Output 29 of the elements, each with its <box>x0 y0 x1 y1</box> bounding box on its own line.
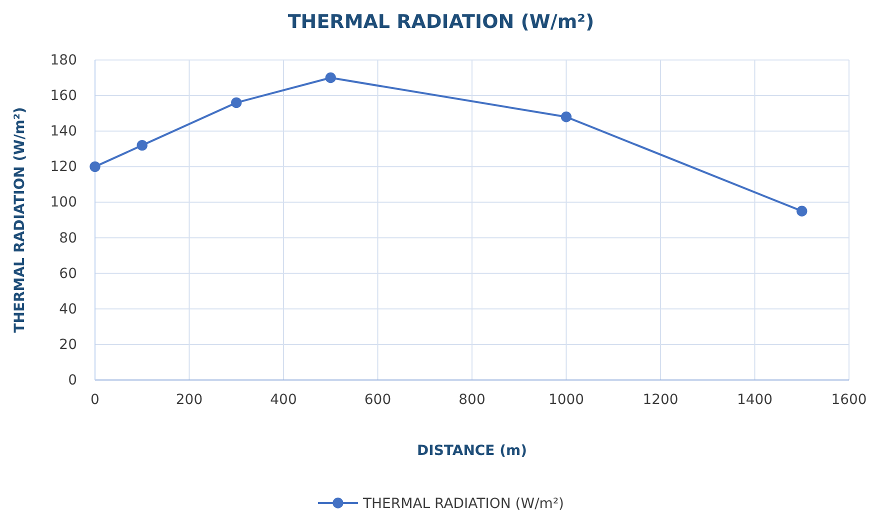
x-axis-title: DISTANCE (m) <box>416 443 528 459</box>
point <box>90 161 100 172</box>
y-tick-label: 180 <box>50 52 77 68</box>
x-tick-label: 200 <box>176 392 203 408</box>
y-tick-label: 60 <box>59 266 77 282</box>
y-tick-label: 140 <box>50 124 77 140</box>
point <box>136 140 148 151</box>
x-tick-label: 1400 <box>736 392 773 408</box>
x-tick-label: 600 <box>364 392 392 408</box>
x-tick-label: 400 <box>270 392 297 408</box>
x-tick-label: 0 <box>90 392 100 408</box>
x-tick-label: 1600 <box>831 392 867 408</box>
x-tick-label: 1000 <box>548 392 584 408</box>
y-tick-label: 120 <box>50 159 77 176</box>
y-tick-label: 100 <box>50 194 77 211</box>
x-tick-label: 800 <box>458 392 486 408</box>
legend-label: THERMAL RADIATION (W/m²) <box>362 496 564 512</box>
y-axis-title: THERMAL RADIATION (W/m²) <box>12 107 28 333</box>
x-tick-label: 1200 <box>642 392 678 408</box>
point <box>560 112 572 122</box>
y-tick-label: 40 <box>59 301 77 318</box>
point <box>325 72 336 84</box>
y-tick-label: 160 <box>50 88 77 104</box>
point <box>231 97 242 108</box>
y-tick-label: 0 <box>68 372 77 388</box>
chart-title: THERMAL RADIATION (W/m²) <box>288 11 594 33</box>
point <box>796 206 808 216</box>
y-tick-label: 20 <box>59 336 77 353</box>
y-tick-label: 80 <box>59 230 77 246</box>
